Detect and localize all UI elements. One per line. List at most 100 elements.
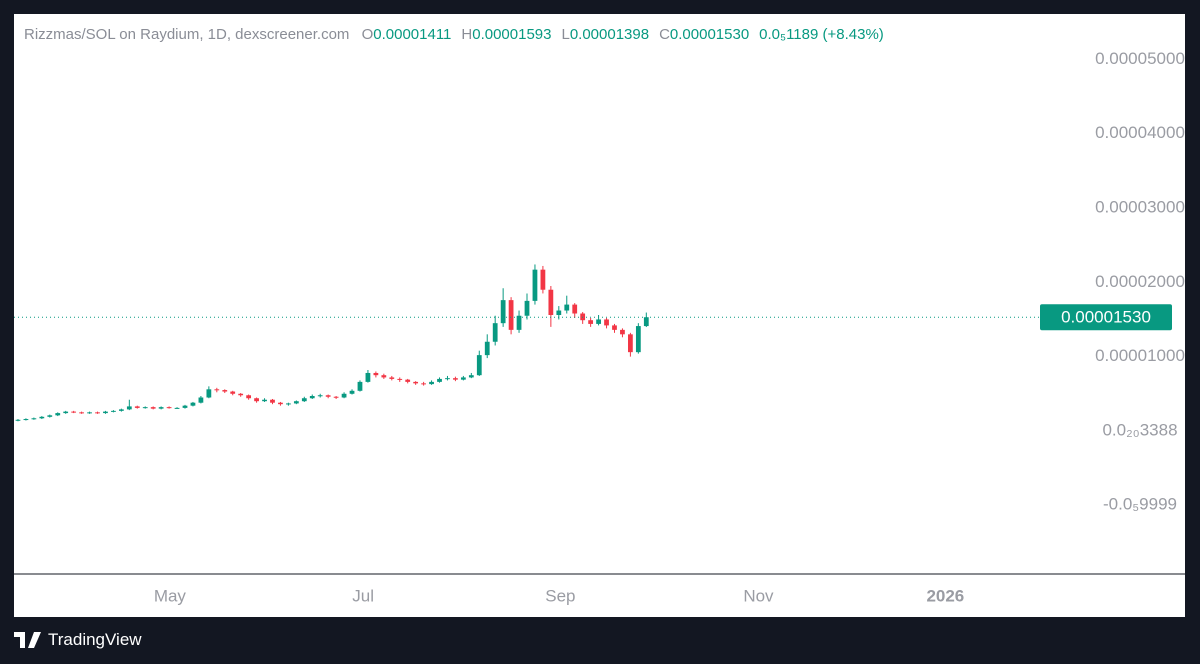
candle-body: [516, 315, 522, 330]
candle-body: [341, 393, 347, 398]
candle-body: [79, 412, 84, 414]
change: 0.0₅1189 (+8.43%): [759, 26, 884, 43]
candle-body: [309, 396, 315, 399]
y-tick-label: 0.00004000: [1095, 123, 1185, 142]
candle-body: [524, 300, 530, 316]
candle-body: [492, 323, 498, 342]
ohlc-value: 0.00001530: [669, 26, 750, 43]
candle-body: [214, 389, 220, 391]
candle-body: [484, 341, 490, 356]
candle-body: [596, 319, 601, 324]
candle-body: [500, 300, 506, 324]
candle-body: [429, 381, 434, 385]
candle-body: [317, 395, 323, 397]
candle-body: [333, 396, 339, 398]
candle-body: [325, 395, 331, 397]
candle-body: [158, 407, 164, 409]
candle-body: [612, 325, 617, 330]
candle-body: [63, 411, 69, 414]
candle-body: [397, 378, 403, 380]
candle-body: [206, 389, 212, 398]
ohlc-value: 0.00001398: [569, 26, 650, 43]
candle-body: [71, 411, 77, 413]
footer-brand: TradingView: [48, 630, 142, 649]
candle-body: [628, 334, 633, 353]
candle-body: [95, 412, 100, 414]
logo: [14, 632, 41, 648]
legend-header: Rizzmas/SOL on Raydium, 1D, dexscreener.…: [24, 26, 894, 43]
y-tick-label: 0.00003000: [1095, 197, 1185, 216]
candle-body: [174, 407, 180, 409]
candle-body: [47, 415, 53, 417]
candle-body: [126, 406, 132, 410]
candle-body: [349, 390, 355, 394]
ohlc-key: O: [361, 26, 374, 43]
candle-body: [39, 416, 45, 419]
candle-body: [15, 419, 21, 421]
candle-body: [445, 378, 450, 380]
y-tick-label: 0.00002000: [1095, 272, 1185, 291]
candle-body: [460, 377, 466, 380]
candle-body: [166, 407, 172, 409]
candle-body: [142, 407, 148, 409]
candle-body: [365, 372, 371, 382]
candle-body: [635, 326, 641, 353]
candle-body: [572, 304, 578, 314]
candle-body: [548, 289, 554, 315]
candle-body: [421, 383, 426, 385]
candle-body: [182, 405, 188, 408]
last-price-badge: [1040, 304, 1172, 331]
candle-body: [118, 409, 124, 411]
candle-body: [254, 398, 259, 402]
x-tick-label: Jul: [352, 586, 374, 605]
x-tick-label: Nov: [743, 586, 774, 605]
candle-body: [588, 320, 594, 324]
y-tick-label: 0.00001000: [1095, 346, 1185, 365]
candle-body: [270, 399, 275, 403]
candle-body: [23, 419, 29, 421]
candle-body: [468, 375, 474, 378]
candle-body: [134, 406, 140, 408]
footer: TradingView: [14, 630, 142, 650]
candle-body: [564, 304, 570, 311]
ohlc-key: C: [659, 26, 670, 43]
x-tick-label: 2026: [926, 586, 964, 605]
candle-body: [604, 319, 609, 326]
candle-body: [55, 413, 61, 416]
ohlc-value: 0.00001593: [472, 26, 552, 43]
ohlc-key: L: [561, 26, 570, 43]
candle-body: [453, 378, 458, 380]
candle-body: [286, 403, 291, 405]
last-price-label: 0.00001530: [1061, 308, 1151, 327]
candle-body: [373, 372, 379, 376]
candle-body: [111, 410, 116, 412]
candle-body: [556, 310, 562, 315]
candle-body: [508, 300, 514, 330]
candle-body: [262, 399, 267, 402]
x-tick-label: May: [154, 586, 187, 605]
candle-body: [103, 411, 108, 414]
candle-body: [238, 393, 244, 396]
candle-body: [643, 317, 649, 327]
candle-body: [246, 395, 252, 399]
candle-body: [357, 381, 363, 391]
candle-body: [278, 402, 283, 405]
y-tick-label: -0.0₅9999: [1103, 495, 1177, 514]
candle-body: [405, 379, 411, 382]
candle-body: [389, 377, 395, 379]
candle-body: [230, 391, 236, 394]
ohlc-value: 0.00001411: [373, 26, 452, 43]
candle-body: [150, 407, 156, 409]
chart-frame: [14, 14, 1185, 617]
candle-body: [293, 401, 299, 404]
y-tick-label: 0.0₂₀3388: [1102, 420, 1177, 439]
candle-body: [381, 375, 387, 378]
candle-body: [198, 397, 204, 403]
candle-body: [31, 418, 37, 420]
candle-body: [476, 355, 482, 376]
candle-body: [540, 269, 546, 290]
candle-body: [87, 412, 92, 414]
candle-body: [437, 378, 442, 382]
